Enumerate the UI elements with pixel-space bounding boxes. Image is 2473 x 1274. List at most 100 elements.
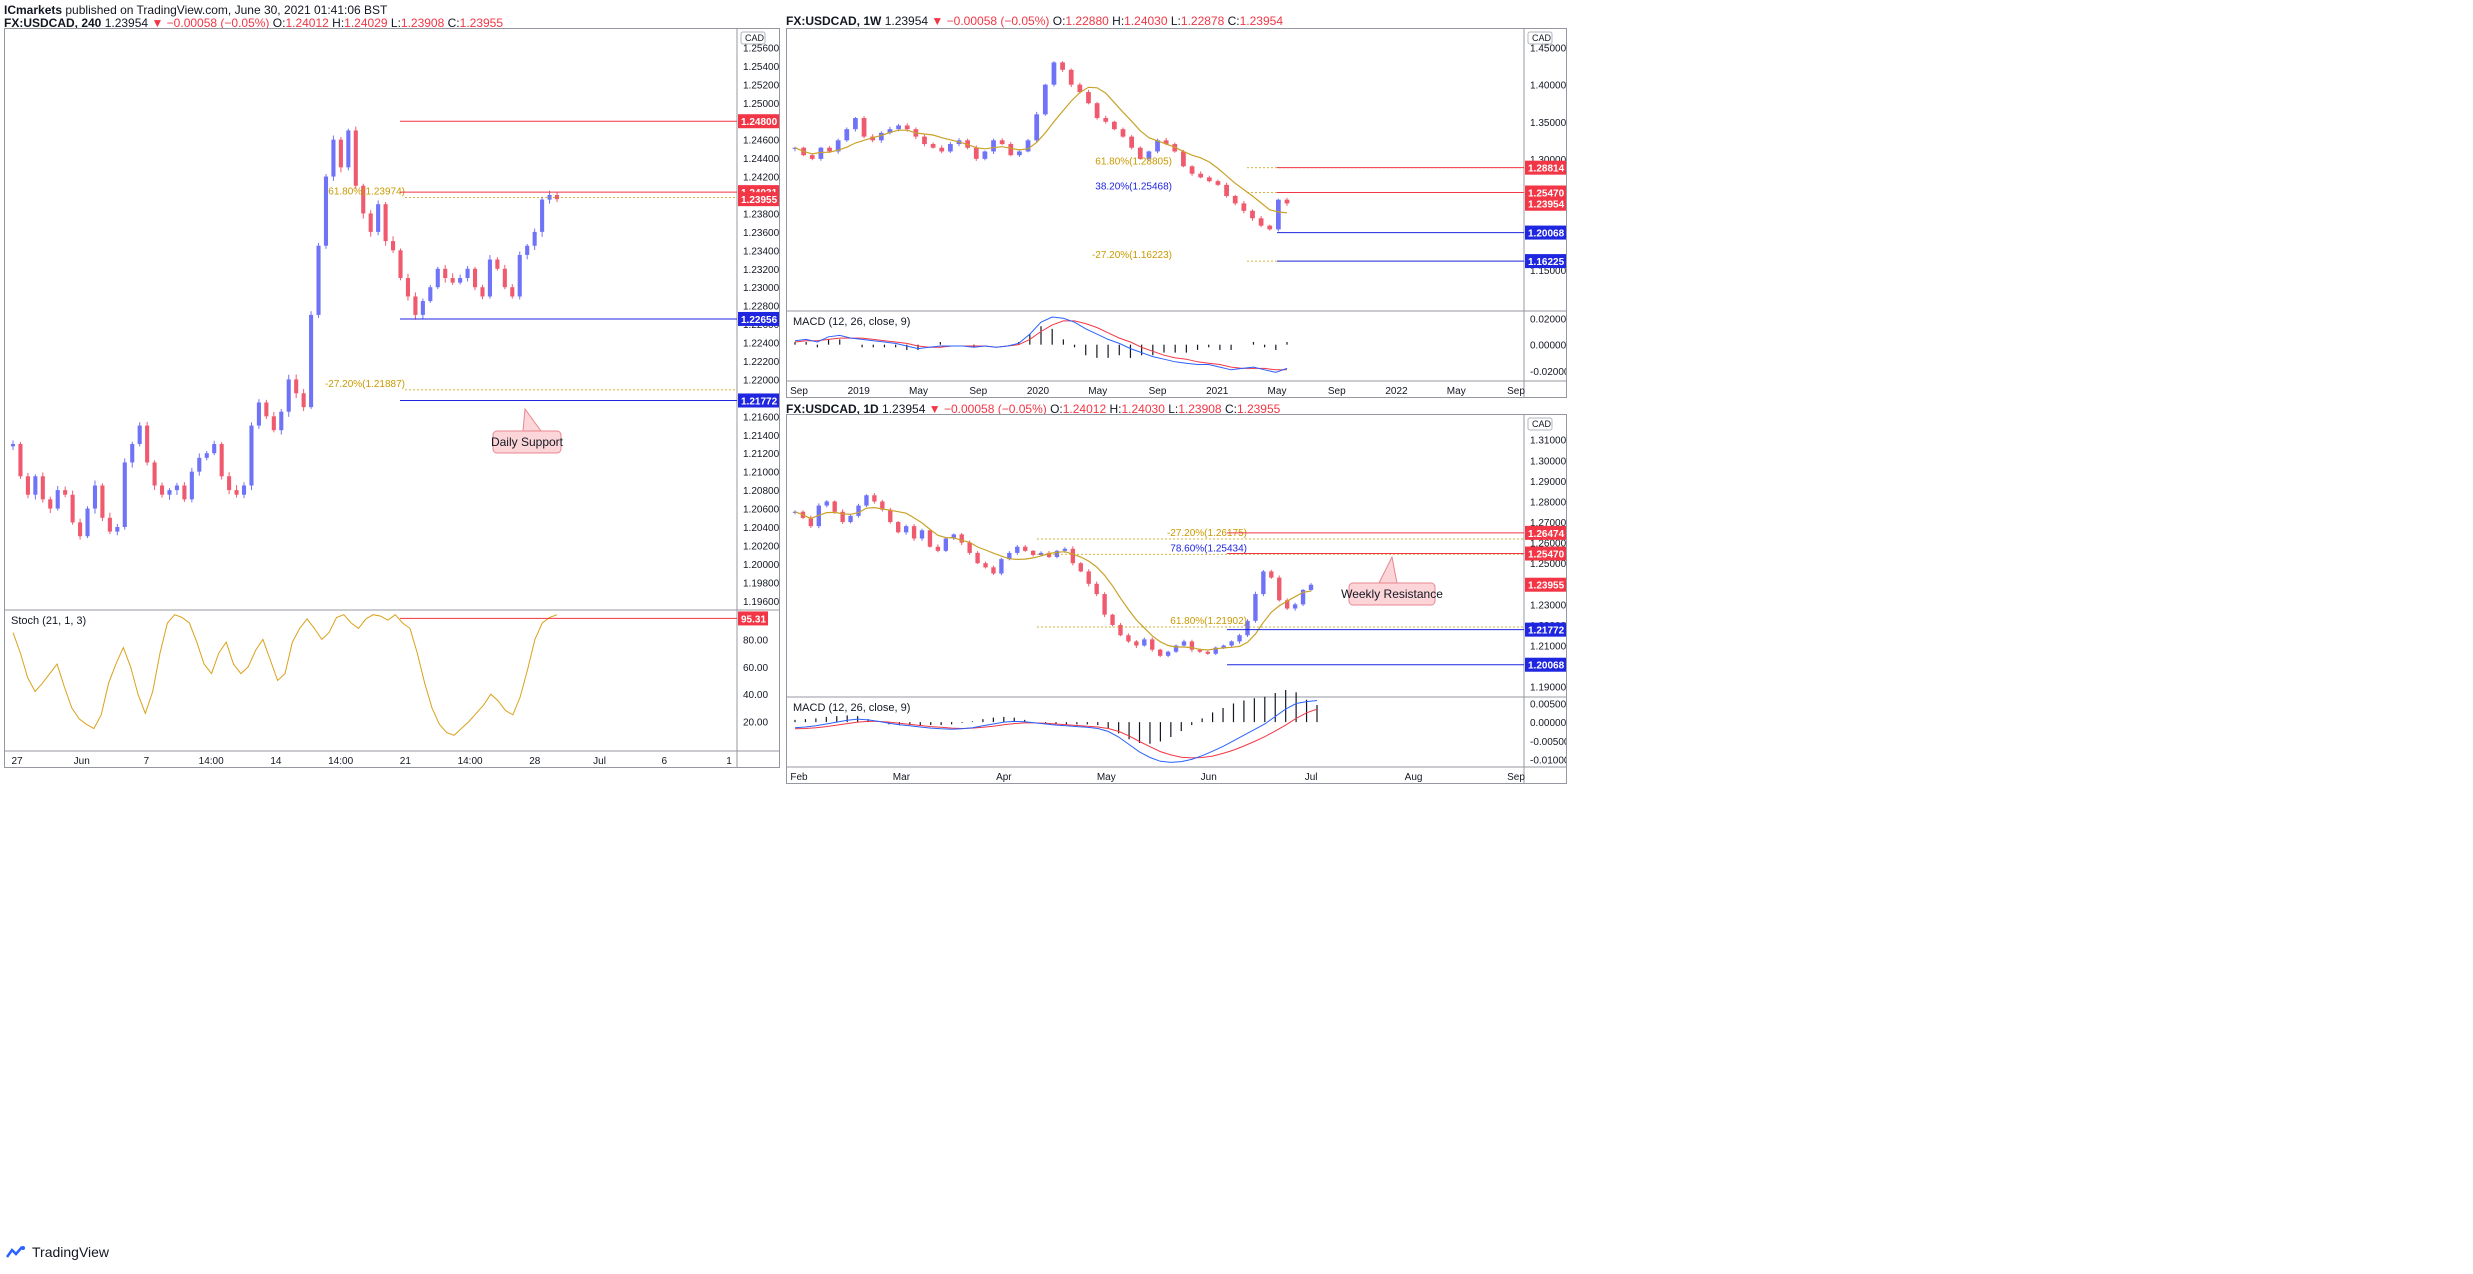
h4-candle-body [25,476,30,495]
daily-candle-body [1070,548,1076,564]
daily-candle-body [1046,552,1052,558]
h4-chart-panel[interactable]: 1.25600 1.25400 1.25200 1.25000 1.24800 1.246… [4,28,780,768]
daily-osc-ytick-1: 0.00000 [1530,718,1567,729]
daily-candle [927,528,933,548]
h4-chart-svg[interactable]: 1.25600 1.25400 1.25200 1.25000 1.24800 1.246… [5,29,780,768]
weekly-candle [1258,216,1264,228]
daily-candle-body [1086,571,1091,584]
h4-candle-body [338,139,343,168]
daily-candle-body [872,495,877,502]
weekly-chart-svg[interactable]: 1.450001.400001.350001.300001.250001.200… [787,29,1567,398]
weekly-candle [861,116,867,139]
h4-xtick-9: Jul [593,756,606,767]
daily-candle [1102,592,1107,618]
weekly-candle-body [1077,84,1083,93]
h4-candle-body [182,485,187,500]
daily-candle-body [824,501,829,506]
daily-level-tag-3 [1525,622,1566,637]
h4-candle [145,421,150,466]
daily-level-tag-text-1: 1.25470 [1528,550,1565,561]
daily-candle [959,532,964,546]
weekly-candle [991,138,996,154]
daily-candle-body [1189,641,1195,650]
h4-candle-body [264,402,269,417]
weekly-candle-body [1198,173,1204,178]
weekly-candle [1025,138,1031,153]
h4-candle-body [70,494,75,523]
weekly-candle-body [1111,121,1117,130]
daily-xtick-0: Feb [790,772,808,783]
weekly-candle-body [1163,140,1169,145]
daily-chart-svg[interactable]: 1.31000 1.30000 1.29000 1.28000 1.27000 1.260… [787,415,1567,784]
daily-ytick-2: 1.29000 [1530,477,1567,488]
daily-ytick-1: 1.30000 [1530,456,1567,467]
h4-stoch-line [12,614,558,736]
weekly-level-tag-text-3: 1.20068 [1528,229,1565,240]
daily-symbol[interactable]: FX:USDCAD, 1D [786,402,879,416]
weekly-xtick-1: 2019 [848,386,871,397]
weekly-ytick-3: 1.30000 [1530,155,1567,166]
weekly-chart-panel[interactable]: 1.450001.400001.350001.300001.250001.200… [786,28,1567,398]
daily-chart-panel[interactable]: 1.31000 1.30000 1.29000 1.28000 1.27000 1.260… [786,414,1567,784]
h4-candle-body [279,411,284,431]
weekly-osc-ytick-2: -0.02000 [1530,367,1567,378]
h4-candle [227,472,232,495]
weekly-candle [1232,194,1238,206]
daily-candle [840,509,845,524]
daily-candle-body [1142,639,1147,646]
daily-macd-signal-line [794,708,1318,759]
weekly-candle [1137,146,1143,160]
h4-candle-body [443,268,448,278]
weekly-candle-body [1224,184,1229,196]
h4-ytick-10: 1.23600 [743,228,780,239]
daily-candle-body [1134,641,1139,646]
h4-level-tag-text-2: 1.23955 [741,195,778,206]
daily-price: 1.23954 [882,402,926,416]
tradingview-logo-icon[interactable] [6,1245,26,1259]
footer-brand[interactable]: TradingView [32,1244,110,1260]
daily-osc-ytick-2: -0.00500 [1530,737,1567,748]
h4-candle [383,202,388,246]
h4-candle [107,512,112,535]
h4-candle-body [204,453,209,458]
weekly-symbol[interactable]: FX:USDCAD, 1W [786,14,882,28]
weekly-xtick-11: May [1447,386,1466,397]
weekly-candle [1094,101,1100,120]
h4-candle [517,251,522,300]
h4-candle-body [249,425,254,486]
h4-currency-label: CAD [745,33,765,43]
weekly-candle [818,146,824,161]
daily-candle [951,533,956,540]
daily-candle [872,493,877,504]
weekly-change-down-icon: ▼ [931,14,944,28]
publisher-name[interactable]: ICmarkets [4,3,63,17]
weekly-xtick-2: May [909,386,928,397]
h4-candle-body [85,508,90,537]
weekly-candle-body [1017,151,1022,156]
daily-candle [1285,598,1290,611]
weekly-open: 1.22880 [1065,14,1109,28]
weekly-candle [887,126,893,135]
weekly-candle-body [1068,69,1074,85]
weekly-candle [844,127,850,142]
h4-candle [33,474,38,500]
h4-symbol[interactable]: FX:USDCAD, 240 [4,16,102,30]
h4-candle [294,374,299,399]
weekly-candle-body [853,118,858,130]
h4-candle-body [480,287,485,297]
daily-candle-body [1245,620,1250,636]
daily-candle [1023,545,1028,552]
weekly-candle-body [870,136,876,141]
h4-candle-body [48,499,53,509]
h4-candle [532,228,537,251]
daily-fib-label-1: 78.60%(1.25434) [1170,543,1247,554]
h4-candle-body [517,254,522,297]
daily-level-tag-4 [1525,657,1566,672]
h4-candle [309,311,314,409]
daily-candle [880,499,885,512]
weekly-xtick-3: Sep [969,386,987,397]
daily-candle-body [1110,614,1115,625]
h4-candle [301,388,306,412]
weekly-candle [1060,61,1065,72]
weekly-candle-body [1008,144,1014,156]
